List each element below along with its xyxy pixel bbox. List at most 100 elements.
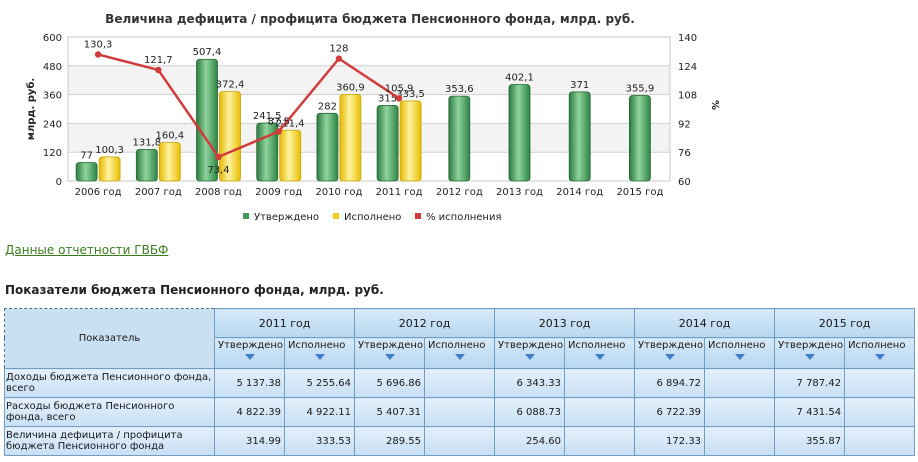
indicator-column-header[interactable]: Показатель — [4, 308, 215, 369]
approved-column-header[interactable]: Утверждено — [354, 337, 426, 369]
table-title: Показатели бюджета Пенсионного фонда, мл… — [5, 283, 384, 297]
approved-bar-label: 355,9 — [626, 84, 655, 95]
x-tick-label: 2012 год — [436, 187, 483, 198]
budget-chart: Величина дефицита / профицита бюджета Пе… — [25, 12, 720, 223]
table-cell — [564, 426, 636, 456]
chart-svg: Величина дефицита / профицита бюджета Пе… — [25, 12, 720, 223]
column-header-label: Утверждено — [358, 340, 424, 351]
approved-column-header[interactable]: Утверждено — [214, 337, 285, 369]
table-cell — [424, 368, 496, 398]
table-cell: 6 088.73 — [494, 397, 566, 427]
approved-bar — [376, 105, 399, 182]
row-indicator-name: Величина дефицита / профицита бюджета Пе… — [4, 426, 215, 456]
filter-dropdown-icon[interactable] — [804, 354, 815, 360]
row-indicator-name: Доходы бюджета Пенсионного фонда, всего — [4, 368, 215, 398]
x-tick-label: 2008 год — [195, 187, 242, 198]
table-cell: 289.55 — [354, 426, 426, 456]
y2-tick-label: 92 — [678, 119, 691, 130]
table-cell — [564, 368, 636, 398]
table-cell: 7 787.42 — [774, 368, 846, 398]
executed-bar — [279, 129, 302, 182]
approved-bar — [196, 58, 218, 182]
execution-percent-point — [215, 153, 222, 161]
table-cell — [424, 426, 496, 456]
x-tick-label: 2014 год — [556, 187, 603, 198]
filter-dropdown-icon[interactable] — [874, 354, 885, 360]
table-row: Расходы бюджета Пенсионного фонда, всего… — [4, 397, 916, 427]
executed-bar — [219, 91, 241, 182]
column-header-label: Исполнено — [568, 340, 626, 351]
filter-dropdown-icon[interactable] — [454, 354, 465, 360]
filter-dropdown-icon[interactable] — [244, 354, 255, 360]
legend-swatch — [415, 213, 421, 219]
table-cell: 333.53 — [283, 426, 356, 456]
legend-label: Утверждено — [254, 212, 319, 223]
table-cell: 6 894.72 — [634, 368, 706, 398]
executed-column-header[interactable]: Исполнено — [283, 337, 356, 369]
executed-bar — [98, 156, 121, 182]
year-header-row: Показатель 2011 год 2012 год 2013 год 20… — [4, 308, 916, 369]
gvbf-report-link[interactable]: Данные отчетности ГВБФ — [5, 243, 169, 257]
executed-column-header[interactable]: Исполнено — [704, 337, 776, 369]
column-header-label: Исполнено — [428, 340, 486, 351]
execution-percent-label: 130,3 — [84, 39, 113, 50]
column-header-label: Утверждено — [638, 340, 704, 351]
x-tick-label: 2010 год — [315, 187, 362, 198]
table-row: Величина дефицита / профицита бюджета Пе… — [4, 426, 916, 456]
table-cell — [844, 368, 916, 398]
row-indicator-name: Расходы бюджета Пенсионного фонда, всего — [4, 397, 215, 427]
approved-bar-label: 282 — [318, 101, 337, 112]
executed-bar — [158, 142, 181, 182]
column-header-label: Исполнено — [288, 340, 346, 351]
x-tick-label: 2011 год — [376, 187, 423, 198]
year-header[interactable]: 2013 год — [494, 308, 636, 338]
executed-column-header[interactable]: Исполнено — [844, 337, 916, 369]
filter-dropdown-icon[interactable] — [664, 354, 675, 360]
table-cell — [704, 426, 776, 456]
table-cell: 254.60 — [494, 426, 566, 456]
execution-percent-label: 73,4 — [207, 165, 229, 176]
approved-column-header[interactable]: Утверждено — [774, 337, 846, 369]
legend-swatch — [333, 213, 339, 219]
year-header[interactable]: 2011 год — [213, 308, 356, 338]
table-cell: 5 696.86 — [354, 368, 426, 398]
budget-table: Показатель 2011 год 2012 год 2013 год 20… — [4, 308, 916, 456]
approved-bar — [508, 84, 531, 182]
table-cell: 4 922.11 — [283, 397, 356, 427]
year-header[interactable]: 2015 год — [774, 308, 916, 338]
table-cell — [564, 397, 636, 427]
approved-column-header[interactable]: Утверждено — [494, 337, 566, 369]
filter-dropdown-icon[interactable] — [384, 354, 395, 360]
table-cell: 314.99 — [214, 426, 285, 456]
column-header-label: Исполнено — [708, 340, 766, 351]
execution-percent-label: 128 — [329, 44, 348, 55]
approved-bar — [629, 95, 651, 182]
table-cell: 5 407.31 — [354, 397, 426, 427]
filter-dropdown-icon[interactable] — [524, 354, 535, 360]
y-tick-label: 480 — [43, 62, 62, 73]
executed-column-header[interactable]: Исполнено — [424, 337, 496, 369]
column-header-label: Исполнено — [848, 340, 906, 351]
approved-bar — [135, 148, 158, 182]
column-header-label: Утверждено — [218, 340, 284, 351]
approved-bar — [256, 122, 279, 182]
execution-percent-label: 87,5 — [268, 117, 290, 128]
executed-bar-label: 160,4 — [155, 131, 184, 142]
approved-column-header[interactable]: Утверждено — [634, 337, 706, 369]
filter-dropdown-icon[interactable] — [734, 354, 745, 360]
table-cell — [704, 368, 776, 398]
column-header-label: Утверждено — [778, 340, 844, 351]
filter-dropdown-icon[interactable] — [594, 354, 605, 360]
approved-bar-label: 507,4 — [193, 47, 222, 58]
x-tick-label: 2015 год — [616, 187, 663, 198]
x-tick-label: 2007 год — [135, 187, 182, 198]
executed-column-header[interactable]: Исполнено — [564, 337, 636, 369]
execution-percent-point — [94, 51, 102, 58]
year-header[interactable]: 2012 год — [354, 308, 496, 338]
table-cell: 4 822.39 — [214, 397, 285, 427]
executed-bar-label: 100,3 — [95, 145, 124, 156]
filter-dropdown-icon[interactable] — [314, 354, 325, 360]
y2-axis-label: % — [709, 100, 720, 110]
year-header[interactable]: 2014 год — [634, 308, 776, 338]
column-header-label: Утверждено — [498, 340, 564, 351]
